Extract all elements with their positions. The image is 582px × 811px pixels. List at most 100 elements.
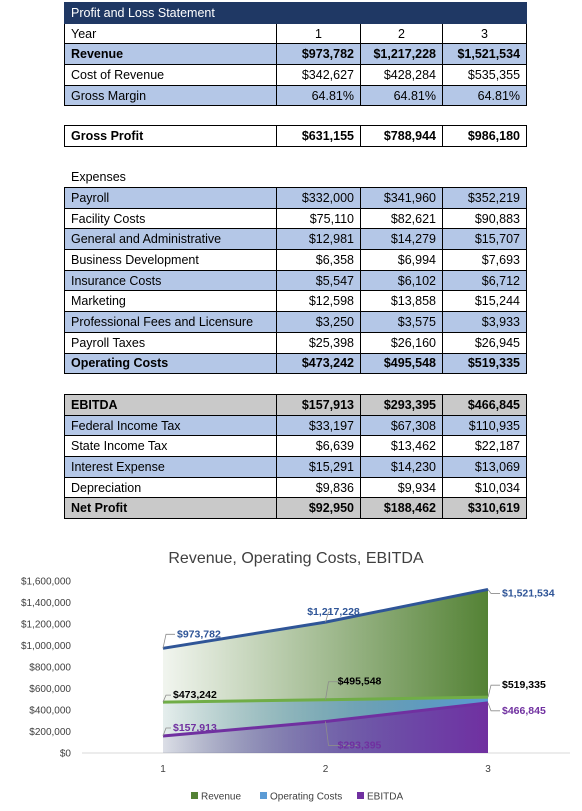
cell-value: $26,160 [360, 331, 443, 354]
cell-value: $293,395 [360, 394, 443, 416]
cell-value: $352,219 [442, 187, 527, 209]
label-leader [487, 702, 500, 712]
row-label: Gross Margin [64, 84, 277, 107]
label-leader [162, 633, 175, 649]
cell-value: $6,712 [442, 269, 527, 292]
cell-value: $22,187 [442, 435, 527, 458]
table-row: Insurance Costs $5,547 $6,102 $6,712 [64, 269, 527, 292]
series-line-2 [162, 701, 489, 738]
x-tick-label: 3 [485, 764, 491, 775]
y-tick-label: $800,000 [29, 663, 71, 674]
pl-summary-table: Profit and Loss Statement Year 1 2 3 Rev… [63, 2, 528, 107]
row-label: EBITDA [64, 394, 277, 416]
cell-value: $495,548 [360, 352, 443, 375]
table-row: Facility Costs $75,110 $82,621 $90,883 [64, 207, 527, 230]
label-leader [325, 721, 358, 746]
table-row: Depreciation $9,836 $9,934 $10,034 [64, 476, 527, 499]
row-label: Operating Costs [64, 352, 277, 375]
expenses-table: Payroll $332,000 $341,960 $352,219 Facility … [64, 187, 527, 375]
cell-value: $6,639 [276, 435, 361, 458]
cell-value: $466,845 [442, 394, 527, 416]
row-label: Interest Expense [64, 456, 277, 478]
row-label: Federal Income Tax [64, 414, 277, 437]
row-label: Insurance Costs [64, 269, 277, 292]
cell-value: $986,180 [442, 125, 527, 147]
operating-costs-row: Operating Costs $473,242 $495,548 $519,3… [64, 352, 527, 375]
row-label: Cost of Revenue [64, 64, 277, 86]
y-tick-label: $0 [60, 749, 72, 760]
cell-value: $473,242 [276, 352, 361, 375]
y-tick-label: $600,000 [29, 684, 71, 695]
table-row: Payroll Taxes $25,398 $26,160 $26,945 [64, 331, 527, 354]
cell-value: $33,197 [276, 414, 361, 437]
cell-value: $788,944 [360, 125, 443, 147]
cell-value: $3,933 [442, 311, 527, 333]
cell-value: $15,707 [442, 228, 527, 251]
cell-value: $15,244 [442, 290, 527, 313]
table-row: Payroll $332,000 $341,960 $352,219 [64, 187, 527, 209]
data-label: $973,782 [177, 628, 221, 640]
row-label: Gross Profit [64, 125, 277, 147]
cell-value: $12,598 [276, 290, 361, 313]
cell-value: $631,155 [276, 125, 361, 147]
cell-value: $428,284 [360, 64, 443, 86]
year-row: Year 1 2 3 [64, 22, 528, 45]
data-labels: $973,782 $1,217,228 $1,521,534 $473,242 $495… [162, 587, 555, 751]
label-leader [325, 681, 358, 700]
x-axis: 1 2 3 [82, 752, 570, 775]
x-tick-label: 1 [160, 764, 166, 775]
cell-value: $15,291 [276, 456, 361, 478]
data-label: $473,242 [173, 689, 217, 701]
legend-swatch [260, 792, 267, 799]
statement-title-row: Profit and Loss Statement [63, 2, 528, 24]
cell-value: $7,693 [442, 249, 527, 271]
row-label: Professional Fees and Licensure [64, 311, 277, 333]
cell-value: $13,462 [360, 435, 443, 458]
cell-value: $973,782 [276, 43, 361, 66]
y-tick-label: $1,400,000 [21, 598, 71, 609]
cell-value: $10,034 [442, 476, 527, 499]
table-row: Marketing $12,598 $13,858 $15,244 [64, 290, 527, 313]
cell-value: $14,230 [360, 456, 443, 478]
cell-value: $341,960 [360, 187, 443, 209]
y-tick-label: $1,000,000 [21, 641, 71, 652]
row-label: General and Administrative [64, 228, 277, 251]
cell-value: $13,069 [442, 456, 527, 478]
cell-value: $12,981 [276, 228, 361, 251]
label-leader [325, 611, 332, 623]
data-label: $1,217,228 [307, 606, 360, 618]
gross-profit-table: Gross Profit $631,155 $788,944 $986,180 [64, 125, 527, 147]
row-label: Marketing [64, 290, 277, 313]
series-line-0 [162, 587, 489, 650]
cell-value: $6,102 [360, 269, 443, 292]
cell-value: $13,858 [360, 290, 443, 313]
cell-value: $342,627 [276, 64, 361, 86]
data-label: $157,913 [173, 722, 217, 734]
y-tick-label: $1,200,000 [21, 620, 71, 631]
revenue-row: Revenue $973,782 $1,217,228 $1,521,534 [64, 43, 528, 66]
area-chart: Revenue, Operating Costs, EBITDA $0 $200,… [21, 550, 570, 803]
table-row: Business Development $6,358 $6,994 $7,693 [64, 249, 527, 271]
gross-margin-row: Gross Margin 64.81% 64.81% 64.81% [64, 84, 528, 107]
legend-swatch [191, 792, 198, 799]
row-label: Net Profit [64, 497, 277, 520]
cell-value: $67,308 [360, 414, 443, 437]
data-label: $519,335 [502, 679, 546, 691]
gross-profit-row: Gross Profit $631,155 $788,944 $986,180 [64, 125, 527, 147]
data-label: $495,548 [338, 676, 382, 688]
label-leader [487, 684, 500, 698]
cell-value: $1,521,534 [441, 43, 528, 66]
series-area-2 [163, 702, 488, 753]
cell-value: $90,883 [442, 207, 527, 230]
cell-value: $332,000 [276, 187, 361, 209]
row-label: Facility Costs [64, 207, 277, 230]
cell-value: $75,110 [276, 207, 361, 230]
expenses-heading: Expenses [71, 170, 126, 184]
cell-value: $535,355 [441, 64, 528, 86]
row-label: State Income Tax [64, 435, 277, 458]
legend-label: EBITDA [367, 792, 403, 803]
cell-value: $82,621 [360, 207, 443, 230]
y-tick-label: $400,000 [29, 706, 71, 717]
cell-value: $3,575 [360, 311, 443, 333]
row-label: Depreciation [64, 476, 277, 499]
